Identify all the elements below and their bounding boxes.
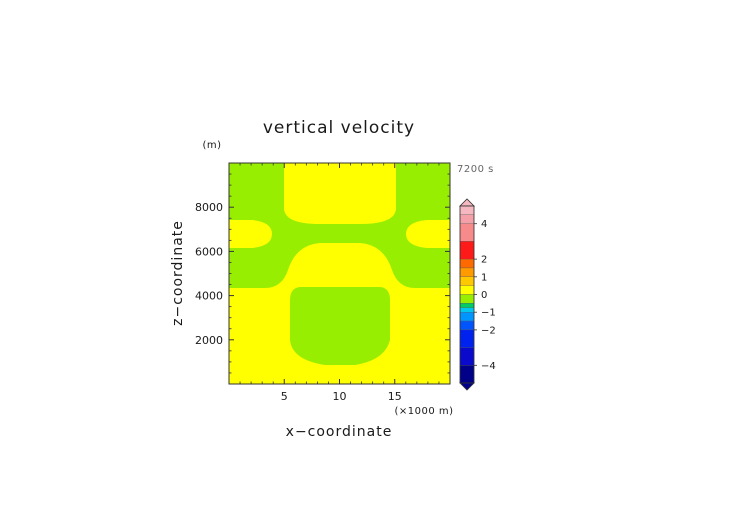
colorbar-band bbox=[459, 267, 475, 277]
colorbar-band bbox=[459, 347, 475, 366]
colorbar-tick-label: 4 bbox=[481, 219, 487, 230]
x-tick-label: 5 bbox=[281, 390, 288, 403]
negative-region-center bbox=[290, 287, 390, 365]
colorbar-band bbox=[459, 307, 475, 313]
colorbar-band bbox=[459, 312, 475, 322]
colorbar-band bbox=[459, 285, 475, 295]
positive-region-left-lobe bbox=[229, 220, 272, 248]
colorbar-band bbox=[459, 241, 475, 260]
negative-region-core bbox=[290, 287, 390, 365]
colorbar-band bbox=[459, 214, 475, 224]
colorbar-ticks: 4 2 1 0 −1 −2 −4 bbox=[474, 219, 496, 372]
x-tick-label: 10 bbox=[333, 390, 347, 403]
y-axis-label: z−coordinate bbox=[170, 220, 186, 326]
time-label: 7200 s bbox=[457, 164, 494, 175]
colorbar-band bbox=[459, 223, 475, 242]
y-ticks: 2000 4000 6000 8000 bbox=[195, 173, 450, 374]
contour-field bbox=[229, 163, 450, 384]
x-ticks: 5 10 15 bbox=[239, 163, 440, 403]
colorbar-band bbox=[459, 365, 475, 384]
positive-region-top bbox=[284, 163, 396, 224]
x-tick-label: 15 bbox=[388, 390, 402, 403]
colorbar-bottom-arrow bbox=[459, 382, 475, 391]
positive-region-right-lobe bbox=[406, 220, 450, 248]
y-tick-label: 6000 bbox=[195, 245, 223, 258]
colorbar-band bbox=[459, 258, 475, 269]
y-unit-label: (m) bbox=[202, 140, 221, 151]
colorbar-band bbox=[459, 329, 475, 348]
chart-title: vertical velocity bbox=[263, 118, 415, 138]
colorbar-tick-label: −4 bbox=[481, 361, 496, 372]
colorbar-band bbox=[459, 303, 475, 308]
colorbar-tick-label: 2 bbox=[481, 255, 487, 266]
x-axis-label: x−coordinate bbox=[286, 424, 393, 440]
colorbar-band bbox=[459, 205, 475, 215]
colorbar-tick-label: 1 bbox=[481, 272, 487, 283]
y-tick-label: 2000 bbox=[195, 334, 223, 347]
colorbar: 4 2 1 0 −1 −2 −4 bbox=[459, 198, 496, 391]
colorbar-tick-label: −2 bbox=[481, 325, 496, 336]
colorbar-bands bbox=[459, 205, 475, 384]
colorbar-top-arrow bbox=[459, 198, 475, 207]
colorbar-band bbox=[459, 320, 475, 331]
colorbar-band bbox=[459, 276, 475, 286]
colorbar-tick-label: −1 bbox=[481, 308, 496, 319]
y-tick-label: 4000 bbox=[195, 290, 223, 303]
colorbar-tick-label: 0 bbox=[481, 290, 487, 301]
colorbar-band bbox=[459, 294, 475, 304]
x-unit-label: (×1000 m) bbox=[394, 406, 453, 417]
y-tick-label: 8000 bbox=[195, 201, 223, 214]
